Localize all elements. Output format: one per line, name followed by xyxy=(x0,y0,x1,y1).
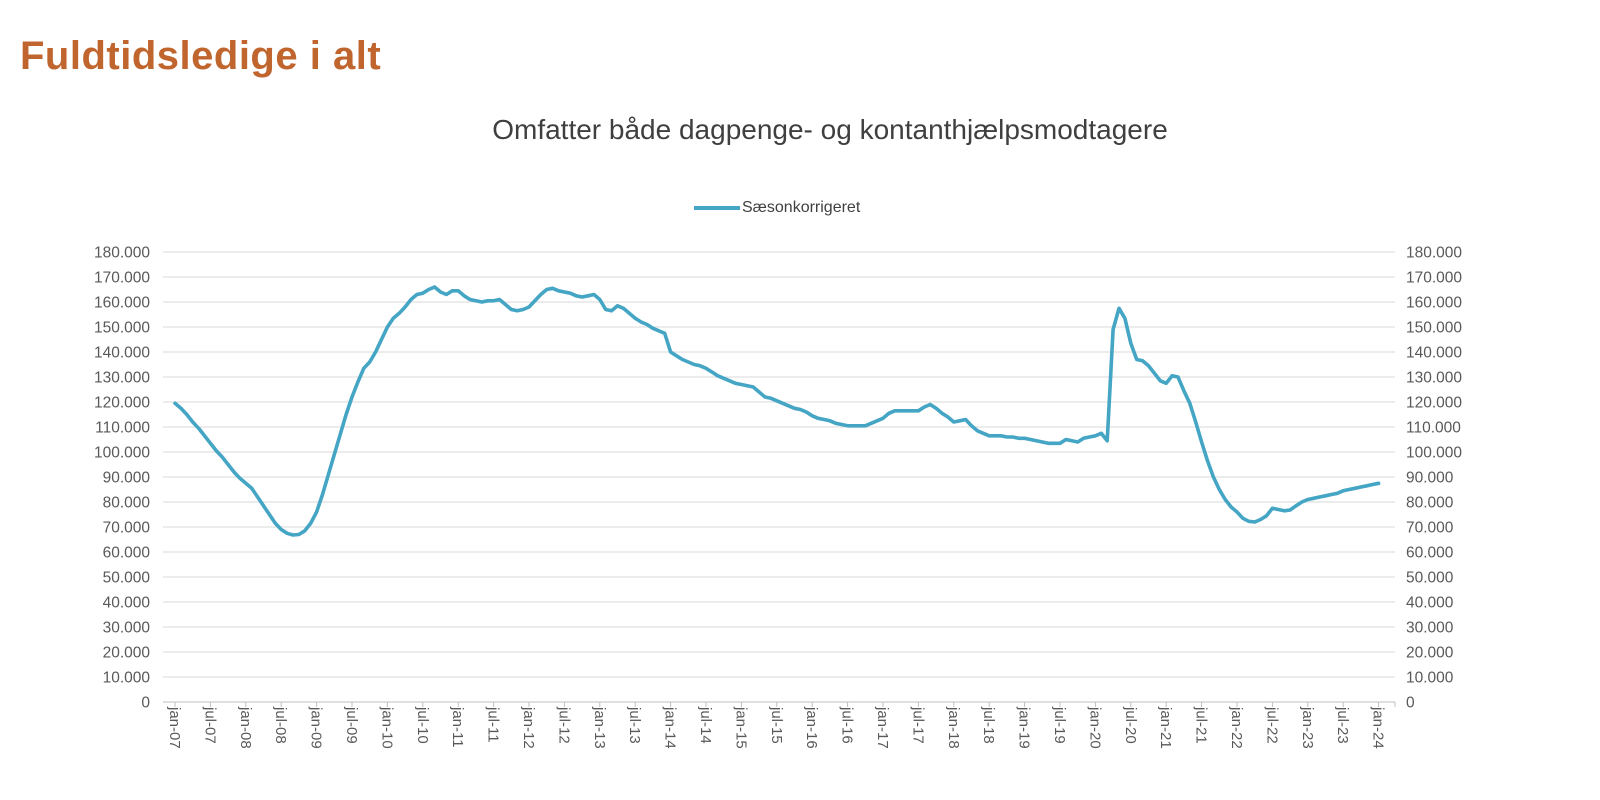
x-tick-label: jul-13 xyxy=(626,706,643,744)
y-tick-label-right: 170.000 xyxy=(1406,270,1462,287)
y-tick-label-left: 100.000 xyxy=(94,445,150,462)
y-tick-label-right: 0 xyxy=(1406,695,1415,712)
y-tick-label-right: 50.000 xyxy=(1406,570,1454,587)
x-tick-label: jan-23 xyxy=(1299,706,1316,749)
x-tick-label: jan-15 xyxy=(732,706,749,749)
y-tick-label-right: 80.000 xyxy=(1406,495,1454,512)
y-tick-label-left: 120.000 xyxy=(94,395,150,412)
x-tick-label: jan-20 xyxy=(1086,706,1103,749)
x-tick-label: jul-18 xyxy=(980,706,997,744)
x-tick-label: jul-11 xyxy=(485,706,502,743)
y-tick-label-right: 90.000 xyxy=(1406,470,1454,487)
y-tick-label-right: 40.000 xyxy=(1406,595,1454,612)
x-tick-label: jan-18 xyxy=(945,706,962,749)
y-tick-label-left: 10.000 xyxy=(103,670,151,687)
x-tick-label: jan-16 xyxy=(803,706,820,749)
y-tick-label-right: 70.000 xyxy=(1406,520,1454,537)
x-tick-label: jul-22 xyxy=(1263,706,1280,744)
x-tick-label: jul-16 xyxy=(839,706,856,744)
y-tick-label-left: 130.000 xyxy=(94,370,150,387)
x-tick-label: jul-09 xyxy=(343,706,360,744)
y-tick-label-right: 150.000 xyxy=(1406,320,1462,337)
y-tick-label-left: 40.000 xyxy=(103,595,151,612)
y-tick-label-left: 140.000 xyxy=(94,345,150,362)
x-tick-label: jan-13 xyxy=(591,706,608,749)
series-line-saesonkorrigeret xyxy=(173,285,1381,537)
chart-subtitle: Omfatter både dagpenge- og kontanthjælps… xyxy=(492,114,1168,145)
y-tick-label-left: 60.000 xyxy=(103,545,151,562)
y-tick-label-left: 160.000 xyxy=(94,295,150,312)
x-tick-label: jul-17 xyxy=(909,706,926,744)
y-tick-label-right: 160.000 xyxy=(1406,295,1462,312)
x-tick-label: jan-14 xyxy=(662,706,679,749)
y-tick-label-right: 60.000 xyxy=(1406,545,1454,562)
x-tick-label: jan-12 xyxy=(520,706,537,749)
x-tick-label: jul-21 xyxy=(1193,706,1210,744)
x-tick-label: jan-11 xyxy=(449,706,466,748)
x-tick-label: jul-15 xyxy=(768,706,785,744)
x-tick-label: jul-23 xyxy=(1334,706,1351,744)
x-tick-label: jan-21 xyxy=(1157,706,1174,749)
y-tick-label-left: 0 xyxy=(141,695,150,712)
x-tick-label: jan-24 xyxy=(1370,706,1387,749)
x-tick-label: jan-17 xyxy=(874,706,891,749)
x-tick-label: jan-10 xyxy=(378,706,395,749)
legend-label: Sæsonkorrigeret xyxy=(742,199,861,216)
y-tick-label-left: 30.000 xyxy=(103,620,151,637)
x-tick-label: jan-19 xyxy=(1016,706,1033,749)
x-tick-label: jul-12 xyxy=(555,706,572,744)
y-tick-label-right: 140.000 xyxy=(1406,345,1462,362)
y-tick-label-right: 30.000 xyxy=(1406,620,1454,637)
y-tick-label-left: 20.000 xyxy=(103,645,151,662)
x-tick-label: jan-08 xyxy=(237,706,254,749)
x-tick-label: jul-14 xyxy=(697,706,714,744)
x-tick-label: jul-07 xyxy=(201,706,218,744)
y-tick-label-left: 150.000 xyxy=(94,320,150,337)
legend-line-marker xyxy=(694,206,740,210)
y-tick-label-right: 130.000 xyxy=(1406,370,1462,387)
y-tick-label-left: 50.000 xyxy=(103,570,151,587)
x-tick-label: jul-19 xyxy=(1051,706,1068,744)
x-tick-label: jul-08 xyxy=(272,706,289,744)
y-tick-label-left: 180.000 xyxy=(94,245,150,262)
y-tick-label-right: 10.000 xyxy=(1406,670,1454,687)
y-tick-label-right: 110.000 xyxy=(1406,420,1461,437)
y-tick-label-left: 90.000 xyxy=(103,470,151,487)
x-tick-label: jul-10 xyxy=(414,706,431,744)
y-tick-label-right: 20.000 xyxy=(1406,645,1454,662)
chart-legend: Sæsonkorrigeret xyxy=(694,199,860,217)
y-tick-label-right: 100.000 xyxy=(1406,445,1462,462)
x-tick-label: jan-09 xyxy=(308,706,325,749)
y-tick-label-right: 120.000 xyxy=(1406,395,1462,412)
x-tick-label: jan-07 xyxy=(166,706,183,749)
y-tick-label-right: 180.000 xyxy=(1406,245,1462,262)
x-tick-label: jul-20 xyxy=(1122,706,1139,744)
y-tick-label-left: 170.000 xyxy=(94,270,150,287)
y-tick-label-left: 70.000 xyxy=(103,520,151,537)
y-tick-label-left: 80.000 xyxy=(103,495,151,512)
x-tick-label: jan-22 xyxy=(1228,706,1245,749)
page-title: Fuldtidsledige i alt xyxy=(20,34,382,78)
y-tick-label-left: 110.000 xyxy=(95,420,150,437)
